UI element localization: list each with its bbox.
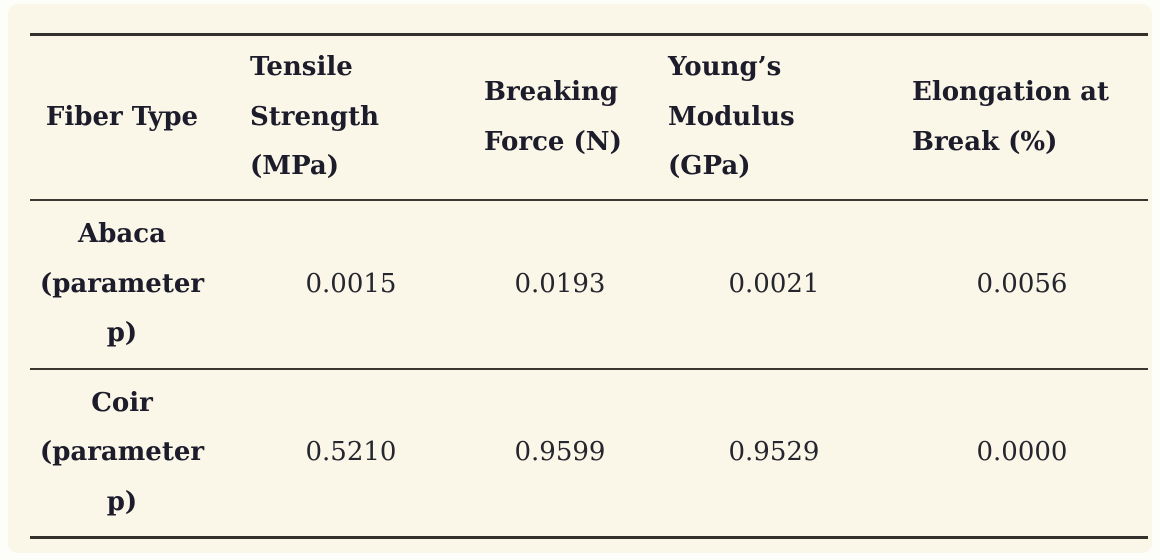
abaca-youngs-modulus-value: 0.0021 (652, 201, 896, 370)
column-header-tensile-strength: Tensile Strength (MPa) (234, 36, 468, 201)
coir-youngs-modulus-value: 0.9529 (728, 437, 820, 468)
coir-elongation-value: 0.0000 (976, 437, 1068, 468)
coir-tensile-strength-value: 0.5210 (305, 437, 397, 468)
column-header-label: Elongation at Break (%) (912, 77, 1110, 157)
document-sheet: Fiber Type Tensile Strength (MPa) Breaki… (8, 4, 1152, 553)
fiber-properties-table: Fiber Type Tensile Strength (MPa) Breaki… (30, 33, 1148, 539)
fiber-name: Coir (parameter p) (39, 387, 205, 517)
fiber-name: Abaca (parameter p) (39, 219, 205, 349)
column-header-breaking-force: Breaking Force (N) (468, 36, 652, 201)
column-header-label: Fiber Type (45, 101, 199, 132)
coir-breaking-force-value: 0.9599 (514, 437, 606, 468)
fiber-label-abaca: Abaca (parameter p) (30, 201, 234, 370)
column-header-label: Young’s Modulus (GPa) (668, 52, 795, 182)
abaca-breaking-force-value: 0.0193 (468, 201, 652, 370)
abaca-elongation-value: 0.0056 (896, 201, 1148, 370)
column-header-youngs-modulus: Young’s Modulus (GPa) (652, 36, 896, 201)
column-header-elongation-at-break: Elongation at Break (%) (896, 36, 1148, 201)
column-header-label: Tensile Strength (MPa) (250, 52, 380, 182)
column-header-fiber-type: Fiber Type (30, 36, 234, 201)
abaca-tensile-strength-value: 0.0015 (234, 201, 468, 370)
fiber-label-coir: Coir (parameter p) (30, 370, 234, 536)
column-header-label: Breaking Force (N) (484, 77, 622, 157)
